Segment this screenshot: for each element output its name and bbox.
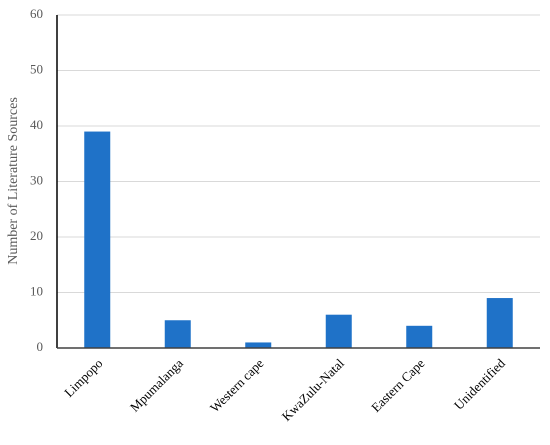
y-tick-label: 60 <box>30 6 43 21</box>
y-tick-label: 50 <box>30 61 43 76</box>
x-tick-label: Mpumalanga <box>127 355 186 414</box>
bar <box>164 320 191 348</box>
bar <box>245 342 272 348</box>
y-tick-label: 20 <box>30 228 43 243</box>
y-tick-label: 30 <box>30 172 43 187</box>
bar <box>486 298 513 348</box>
y-tick-label: 10 <box>30 283 43 298</box>
bar <box>325 314 352 348</box>
bar <box>406 325 433 348</box>
bar <box>84 131 111 348</box>
y-tick-label: 0 <box>37 339 44 354</box>
x-tick-label: KwaZulu-Natal <box>279 355 348 424</box>
y-tick-label: 40 <box>30 117 43 132</box>
x-tick-label: Eastern Cape <box>368 355 428 415</box>
x-tick-label: Limpopo <box>61 356 105 400</box>
x-tick-label: Unidentified <box>451 355 508 412</box>
x-tick-label: Western cape <box>207 355 267 415</box>
y-axis-label: Number of Literature Sources <box>6 97 21 265</box>
